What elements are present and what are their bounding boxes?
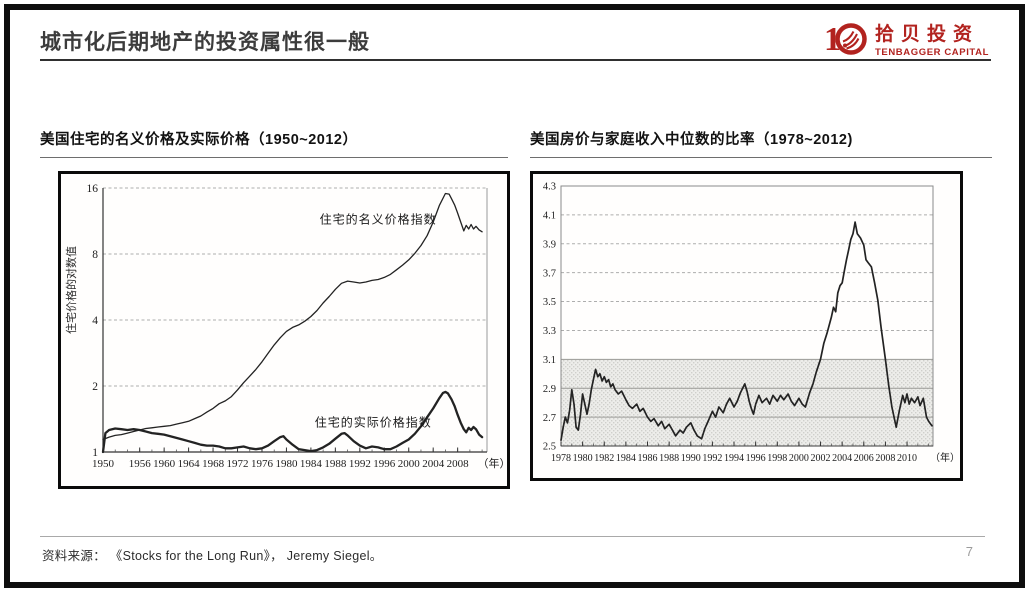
svg-text:2000: 2000 <box>789 453 809 464</box>
svg-text:1992: 1992 <box>702 453 722 464</box>
svg-text:1972: 1972 <box>227 458 249 470</box>
us-home-price-chart: 1 2 4 8 16 1950 1956 1960 1964 1968 1972 1976 1980 19… <box>58 171 511 489</box>
svg-text:住宅价格的对数值: 住宅价格的对数值 <box>64 246 78 334</box>
svg-text:3.7: 3.7 <box>543 268 556 279</box>
svg-text:1978: 1978 <box>551 453 571 464</box>
svg-text:3.3: 3.3 <box>543 326 556 337</box>
svg-text:2004: 2004 <box>422 458 445 470</box>
svg-text:2006: 2006 <box>854 453 874 464</box>
right-chart-title: 美国房价与家庭收入中位数的比率（1978~2012) <box>530 128 992 158</box>
left-chart-panel: 美国住宅的名义价格及实际价格（1950~2012） 1 2 4 8 16 1950 1956… <box>40 128 511 491</box>
svg-text:（年）: （年） <box>930 451 960 464</box>
svg-text:1956: 1956 <box>129 458 152 470</box>
svg-text:2004: 2004 <box>832 453 852 464</box>
svg-text:4: 4 <box>92 315 98 327</box>
company-logo: 1 拾贝投资 TENBAGGER CAPITAL <box>824 18 989 65</box>
svg-text:1968: 1968 <box>202 458 225 470</box>
svg-text:1994: 1994 <box>724 453 744 464</box>
svg-text:1982: 1982 <box>594 453 614 464</box>
svg-text:（年）: （年） <box>478 456 508 470</box>
tenbagger-shell-10-icon: 1 <box>824 18 868 65</box>
svg-text:住宅的实际价格指数: 住宅的实际价格指数 <box>315 414 432 429</box>
left-chart-title: 美国住宅的名义价格及实际价格（1950~2012） <box>40 128 508 158</box>
svg-text:1992: 1992 <box>349 458 371 470</box>
svg-text:1988: 1988 <box>659 453 679 464</box>
page-number: 7 <box>965 544 973 559</box>
svg-text:2008: 2008 <box>875 453 895 464</box>
svg-text:1976: 1976 <box>251 458 274 470</box>
svg-text:1988: 1988 <box>324 458 347 470</box>
svg-text:1980: 1980 <box>275 458 298 470</box>
price-to-income-ratio-chart: 2.5 2.7 2.9 3.1 3.3 3.5 3.7 3.9 4.1 4.3 1978 1980 19… <box>530 171 963 481</box>
svg-text:1984: 1984 <box>616 453 636 464</box>
footer-divider <box>40 536 985 537</box>
right-chart-panel: 美国房价与家庭收入中位数的比率（1978~2012) 2.5 2.7 2.9 3.1 3… <box>530 128 992 483</box>
svg-text:4.3: 4.3 <box>543 182 556 193</box>
svg-text:2.5: 2.5 <box>543 442 556 453</box>
source-note: 资料来源： 《Stocks for the Long Run》， Jeremy … <box>42 549 383 563</box>
svg-text:1998: 1998 <box>767 453 787 464</box>
svg-text:1986: 1986 <box>638 453 658 464</box>
svg-text:1996: 1996 <box>746 453 766 464</box>
svg-text:2000: 2000 <box>398 458 421 470</box>
svg-text:3.5: 3.5 <box>543 297 556 308</box>
svg-text:2010: 2010 <box>897 453 917 464</box>
svg-text:1964: 1964 <box>178 458 201 470</box>
svg-text:2002: 2002 <box>811 453 831 464</box>
header-divider <box>40 59 991 61</box>
svg-text:1: 1 <box>92 447 98 459</box>
svg-text:16: 16 <box>87 183 99 195</box>
svg-text:1950: 1950 <box>92 458 115 470</box>
page-title: 城市化后期地产的投资属性很一般 <box>40 31 370 54</box>
svg-text:1980: 1980 <box>573 453 593 464</box>
svg-text:1960: 1960 <box>153 458 176 470</box>
company-logo-text: 拾贝投资 TENBAGGER CAPITAL <box>875 24 989 59</box>
svg-text:2008: 2008 <box>447 458 470 470</box>
svg-text:1: 1 <box>824 21 841 58</box>
svg-text:住宅的名义价格指数: 住宅的名义价格指数 <box>320 212 437 227</box>
company-name-en: TENBAGGER CAPITAL <box>875 47 989 58</box>
company-name-cn: 拾贝投资 <box>875 24 980 45</box>
svg-text:2.7: 2.7 <box>543 413 556 424</box>
svg-text:1996: 1996 <box>373 458 396 470</box>
svg-text:3.9: 3.9 <box>543 239 556 250</box>
svg-text:1990: 1990 <box>681 453 701 464</box>
svg-text:2.9: 2.9 <box>543 384 556 395</box>
svg-text:1984: 1984 <box>300 458 323 470</box>
svg-text:4.1: 4.1 <box>543 211 556 222</box>
svg-text:8: 8 <box>92 249 98 261</box>
svg-text:3.1: 3.1 <box>543 355 556 366</box>
svg-text:2: 2 <box>92 381 98 393</box>
